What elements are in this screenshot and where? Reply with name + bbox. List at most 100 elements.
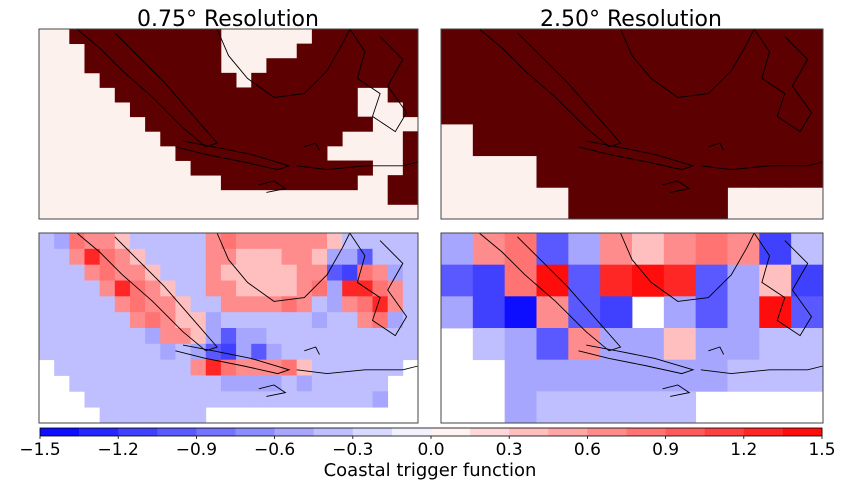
coastline bbox=[662, 180, 691, 193]
field-cell bbox=[190, 280, 207, 297]
field-cell bbox=[663, 296, 697, 329]
land-cell bbox=[175, 72, 191, 88]
land-cell bbox=[160, 116, 176, 132]
land-cell bbox=[205, 87, 222, 103]
field-cell bbox=[190, 312, 207, 329]
coastline bbox=[578, 344, 695, 375]
land-cell bbox=[205, 102, 222, 118]
field-cell bbox=[99, 296, 116, 313]
field-cell bbox=[357, 343, 373, 361]
land-cell bbox=[342, 43, 358, 59]
land-cell bbox=[695, 124, 728, 157]
field-cell bbox=[402, 248, 419, 266]
land-cell bbox=[84, 58, 101, 74]
land-cell bbox=[632, 187, 665, 220]
land-cell bbox=[311, 87, 328, 103]
land-cell bbox=[311, 175, 328, 191]
field-cell bbox=[205, 359, 222, 376]
land-cell bbox=[342, 175, 358, 191]
field-cell bbox=[472, 296, 506, 329]
coastline bbox=[620, 232, 755, 302]
land-cell bbox=[296, 116, 313, 132]
field-cell bbox=[281, 248, 298, 266]
land-cell bbox=[281, 116, 298, 132]
field-cell bbox=[402, 328, 419, 345]
land-cell bbox=[759, 124, 792, 157]
field-cell bbox=[372, 328, 389, 345]
field-cell bbox=[387, 280, 404, 297]
land-cell bbox=[568, 60, 601, 93]
field-cell bbox=[357, 312, 373, 329]
field-cell bbox=[114, 391, 131, 408]
field-cell bbox=[190, 296, 207, 313]
land-cell bbox=[441, 60, 474, 93]
field-cell bbox=[145, 391, 161, 408]
field-cell bbox=[145, 328, 161, 345]
field-cell bbox=[99, 391, 116, 408]
land-cell bbox=[663, 92, 697, 125]
field-cell bbox=[220, 312, 237, 329]
land-cell bbox=[504, 29, 537, 62]
field-cell bbox=[296, 328, 313, 345]
field-cell bbox=[114, 296, 131, 313]
colorbar-segment bbox=[431, 428, 471, 436]
field-cell bbox=[99, 248, 116, 266]
field-cell bbox=[114, 233, 131, 250]
field-cell bbox=[175, 264, 191, 281]
land-cell bbox=[387, 43, 404, 59]
field-cell bbox=[372, 359, 389, 376]
field-cell bbox=[99, 343, 116, 361]
field-cell bbox=[84, 233, 101, 250]
land-cell bbox=[632, 60, 665, 93]
field-cell bbox=[695, 296, 728, 329]
field-cell bbox=[175, 248, 191, 266]
field-cell bbox=[327, 391, 343, 408]
field-cell bbox=[99, 233, 116, 250]
coastline bbox=[258, 384, 287, 397]
land-cell bbox=[402, 189, 419, 205]
field-cell bbox=[759, 296, 792, 329]
land-cell bbox=[236, 160, 252, 176]
land-cell bbox=[663, 29, 697, 62]
land-cell bbox=[175, 43, 191, 59]
land-cell bbox=[175, 131, 191, 147]
colorbar-tick-label: 1.2 bbox=[730, 440, 757, 460]
field-cell bbox=[236, 328, 252, 345]
land-cell bbox=[536, 29, 569, 62]
field-cell bbox=[663, 328, 697, 361]
land-cell bbox=[114, 58, 131, 74]
coastline bbox=[296, 365, 419, 375]
field-cell bbox=[251, 391, 267, 408]
colorbar-tick-label: −0.9 bbox=[176, 440, 217, 460]
field-cell bbox=[727, 264, 760, 297]
field-cell bbox=[84, 359, 101, 376]
land-cell bbox=[327, 175, 343, 191]
land-cell bbox=[663, 187, 697, 220]
land-cell bbox=[727, 124, 760, 157]
field-cell bbox=[342, 233, 358, 250]
field-cell bbox=[251, 343, 267, 361]
field-cell bbox=[632, 359, 665, 392]
land-cell bbox=[160, 102, 176, 118]
field-cell bbox=[632, 233, 665, 266]
field-cell bbox=[160, 328, 176, 345]
field-cell bbox=[568, 296, 601, 329]
field-cell bbox=[296, 312, 313, 329]
land-cell bbox=[311, 160, 328, 176]
field-cell bbox=[69, 264, 85, 281]
field-cell bbox=[145, 248, 161, 266]
field-cell bbox=[251, 312, 267, 329]
field-cell bbox=[327, 248, 343, 266]
field-cell bbox=[266, 359, 282, 376]
field-cell bbox=[504, 233, 537, 266]
land-cell bbox=[387, 175, 404, 191]
land-cell bbox=[160, 58, 176, 74]
field-cell bbox=[441, 264, 474, 297]
land-cell bbox=[175, 29, 191, 45]
land-cell bbox=[236, 87, 252, 103]
field-cell bbox=[281, 375, 298, 392]
field-cell bbox=[281, 312, 298, 329]
land-cell bbox=[251, 72, 267, 88]
field-cell bbox=[205, 391, 222, 408]
coastline-outlines bbox=[76, 28, 824, 397]
